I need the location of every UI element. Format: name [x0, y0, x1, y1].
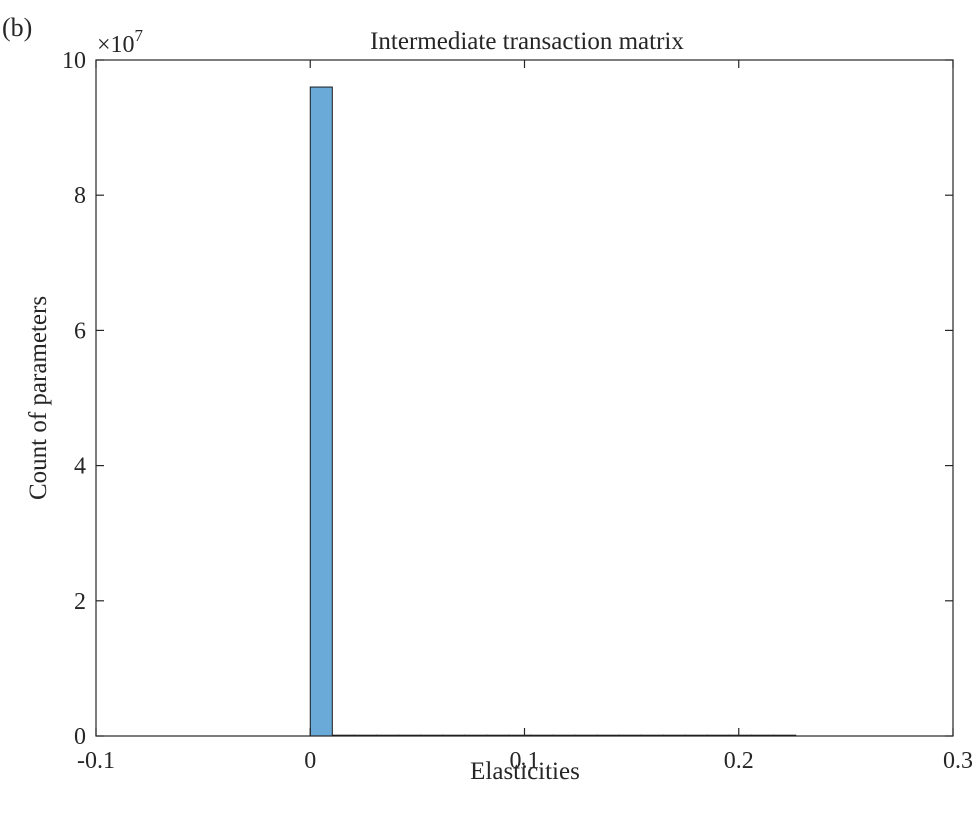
y-tick-label: 2 — [74, 589, 86, 615]
x-tick-label: -0.1 — [77, 748, 115, 774]
y-axis-exponent: ×107 — [97, 26, 144, 58]
histogram-bar — [309, 86, 333, 737]
x-tick-label: 0 — [304, 748, 316, 774]
chart-title: Intermediate transaction matrix — [370, 28, 684, 55]
y-tick-label: 0 — [74, 724, 86, 750]
x-tick-label: 0.1 — [510, 748, 540, 774]
y-axis-exponent-base: ×10 — [97, 32, 135, 58]
y-axis-exponent-power: 7 — [135, 26, 144, 45]
y-axis-label: Count of parameters — [25, 296, 52, 500]
y-tick-label: 6 — [74, 318, 86, 344]
y-tick-label: 4 — [74, 454, 86, 480]
y-tick-label: 10 — [62, 48, 86, 74]
panel-label: (b) — [2, 13, 32, 42]
x-axis-label: Elasticities — [470, 758, 580, 785]
x-tick-label: 0.3 — [943, 748, 973, 774]
y-tick-label: 8 — [74, 183, 86, 209]
x-tick-label: 0.2 — [724, 748, 754, 774]
plot-area-frame — [95, 59, 954, 737]
